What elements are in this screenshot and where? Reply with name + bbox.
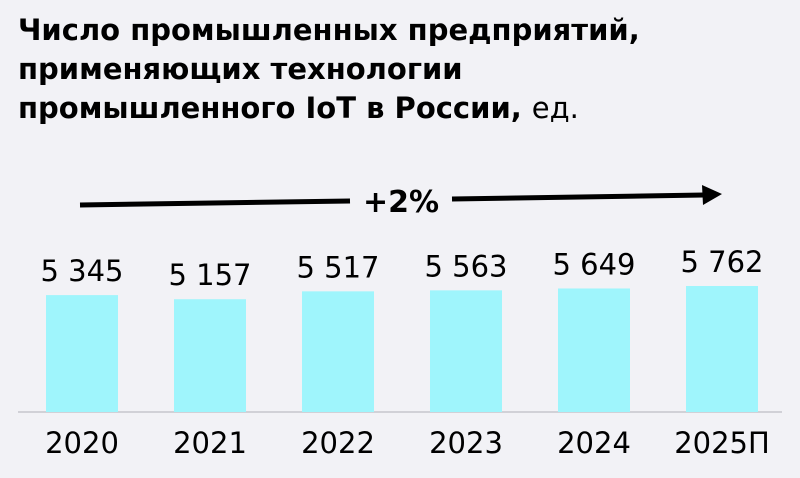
value-label: 5 649 <box>552 247 635 281</box>
title-line: Число промышленных предприятий, <box>18 13 640 47</box>
bar <box>558 288 630 412</box>
x-tick-label: 2023 <box>429 426 503 460</box>
bar <box>302 291 374 412</box>
value-label: 5 517 <box>296 250 379 284</box>
title-line: применяющих технологии <box>18 52 463 86</box>
annotation: +2% <box>363 185 439 220</box>
x-tick-label: 2021 <box>173 426 247 460</box>
value-label: 5 345 <box>40 254 123 288</box>
arrow-head <box>702 185 722 205</box>
x-tick-label: 2022 <box>301 426 375 460</box>
bar <box>174 299 246 412</box>
bar <box>430 290 502 412</box>
x-tick-label: 2024 <box>557 426 631 460</box>
value-label: 5 762 <box>680 245 763 279</box>
x-tick-label: 2025П <box>674 426 770 460</box>
value-label: 5 563 <box>424 249 507 283</box>
chart-title: Число промышленных предприятий, применяю… <box>18 13 650 125</box>
trend-arrow <box>451 192 705 202</box>
title-line: промышленного IoT в России, <box>18 91 522 125</box>
unit: ед. <box>532 91 579 125</box>
trend-arrow <box>79 198 351 208</box>
bar <box>46 295 118 412</box>
x-tick-label: 2020 <box>45 426 119 460</box>
value-label: 5 157 <box>168 258 251 292</box>
bar <box>686 286 758 412</box>
